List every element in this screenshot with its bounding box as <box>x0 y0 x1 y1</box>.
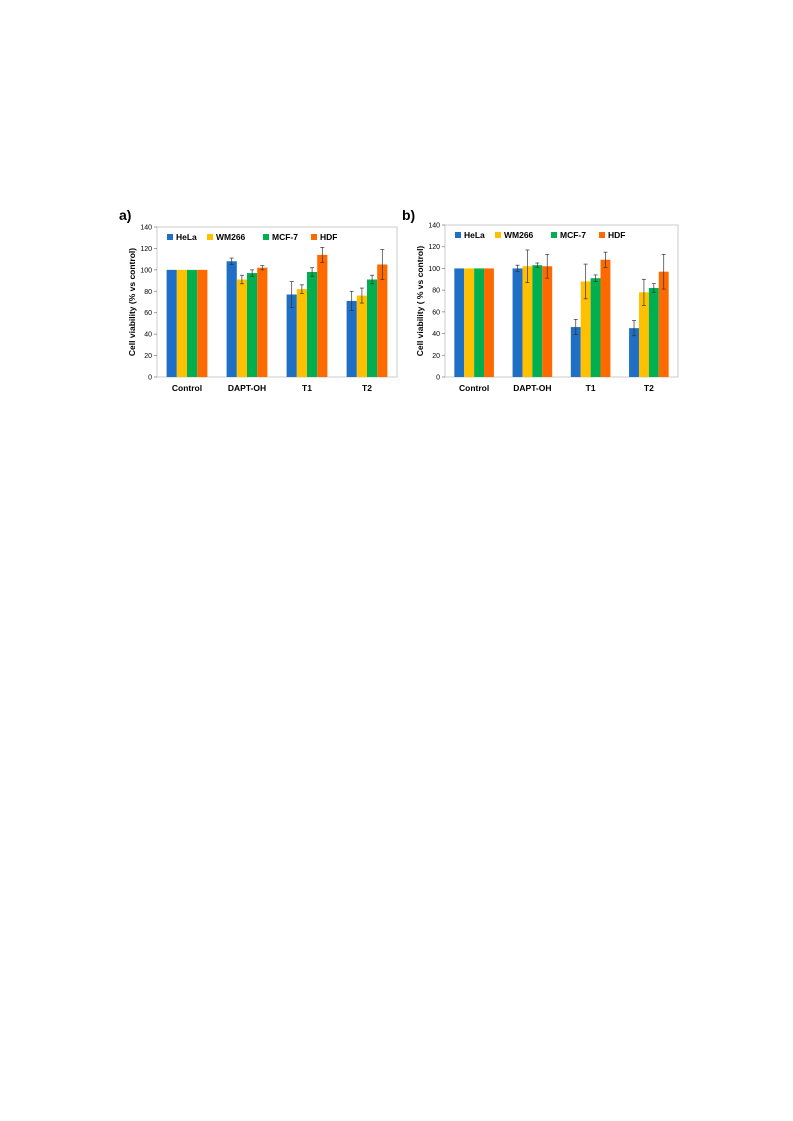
legend-label: HeLa <box>176 232 197 242</box>
bar-wm266-3 <box>638 292 649 377</box>
x-category-label: T2 <box>644 383 654 393</box>
bar-hela-2 <box>286 294 297 377</box>
y-tick-label: 60 <box>144 310 152 317</box>
legend-swatch <box>207 234 213 240</box>
x-category-label: Control <box>459 383 489 393</box>
y-tick-label: 60 <box>432 309 440 316</box>
y-tick-label: 80 <box>144 289 152 296</box>
chart-panel-a: a) 0 20 40 60 80 100 120 140 Cell viability (% v… <box>110 200 400 405</box>
bar-wm266-0 <box>464 268 475 377</box>
y-tick-label: 100 <box>428 266 440 273</box>
bar-hdf-2 <box>317 254 328 377</box>
bar-wm266-1 <box>522 266 533 377</box>
legend-swatch <box>311 234 317 240</box>
legend-label: WM266 <box>216 232 246 242</box>
x-category-label: T1 <box>586 383 596 393</box>
bar-hdf-1 <box>542 266 553 377</box>
bar-mcf7-3 <box>367 279 378 377</box>
bar-hela-1 <box>226 261 237 377</box>
y-tick-label: 100 <box>140 267 152 274</box>
x-category-label: DAPT-OH <box>228 383 266 393</box>
legend-label: MCF-7 <box>272 232 298 242</box>
bar-wm266-2 <box>296 289 307 377</box>
bar-wm266-3 <box>356 295 367 377</box>
y-tick-label: 20 <box>432 353 440 360</box>
y-tick-label: 20 <box>144 353 152 360</box>
bar-mcf7-3 <box>648 287 659 377</box>
bar-hdf-0 <box>484 268 494 377</box>
bar-hdf-3 <box>658 271 669 377</box>
y-tick-label: 0 <box>148 375 152 382</box>
y-tick-label: 40 <box>432 331 440 338</box>
panel-label-b: b) <box>402 207 416 223</box>
bar-hela-0 <box>454 268 465 377</box>
legend-swatch <box>167 234 173 240</box>
plot-area <box>444 224 679 378</box>
bar-hela-1 <box>512 268 523 377</box>
bar-hela-2 <box>570 327 581 377</box>
y-axis-label: Cell viability (% vs control) <box>127 248 137 356</box>
bar-mcf7-0 <box>187 269 198 377</box>
plot-area <box>156 226 398 378</box>
y-tick-label: 40 <box>144 332 152 339</box>
x-category-label: DAPT-OH <box>513 383 551 393</box>
y-axis-label: Cell viability ( % vs control) <box>415 246 425 357</box>
legend-label: HDF <box>608 230 625 240</box>
bar-mcf7-2 <box>307 272 318 377</box>
legend-label: HDF <box>320 232 337 242</box>
x-category-label: T1 <box>302 383 312 393</box>
bar-hela-0 <box>166 269 177 377</box>
bar-mcf7-1 <box>247 273 258 377</box>
legend-swatch <box>455 232 461 238</box>
legend-swatch <box>263 234 269 240</box>
bar-wm266-2 <box>580 281 591 377</box>
chart-panel-b: b) 0 20 40 60 80 100 120 140 Cell viability ( % … <box>393 200 688 405</box>
bar-hela-3 <box>346 300 357 377</box>
legend-label: MCF-7 <box>560 230 586 240</box>
bar-mcf7-0 <box>474 268 485 377</box>
panel-label-a: a) <box>119 207 132 223</box>
bar-wm266-0 <box>176 269 187 377</box>
bar-hdf-2 <box>600 259 611 377</box>
bar-chart-a: 0 20 40 60 80 100 120 140 Cell viability (% vs c… <box>127 225 398 393</box>
y-tick-label: 80 <box>432 288 440 295</box>
y-tick-label: 0 <box>436 375 440 382</box>
legend-label: WM266 <box>504 230 534 240</box>
legend-swatch <box>599 232 605 238</box>
bar-hela-3 <box>629 328 639 377</box>
y-tick-label: 140 <box>140 225 152 232</box>
bar-wm266-1 <box>236 279 247 377</box>
legend-label: HeLa <box>464 230 485 240</box>
y-tick-label: 140 <box>428 223 440 230</box>
x-category-label: Control <box>172 383 202 393</box>
legend-swatch <box>495 232 501 238</box>
x-category-label: T2 <box>362 383 372 393</box>
bar-hdf-1 <box>257 267 268 377</box>
y-tick-label: 120 <box>140 246 152 253</box>
legend-swatch <box>551 232 557 238</box>
bar-hdf-0 <box>197 269 208 377</box>
bar-mcf7-2 <box>590 278 601 377</box>
bar-mcf7-1 <box>532 265 543 377</box>
bar-hdf-3 <box>377 264 388 377</box>
y-tick-label: 120 <box>428 244 440 251</box>
bar-chart-b: 0 20 40 60 80 100 120 140 Cell viability ( % vs … <box>415 223 679 393</box>
